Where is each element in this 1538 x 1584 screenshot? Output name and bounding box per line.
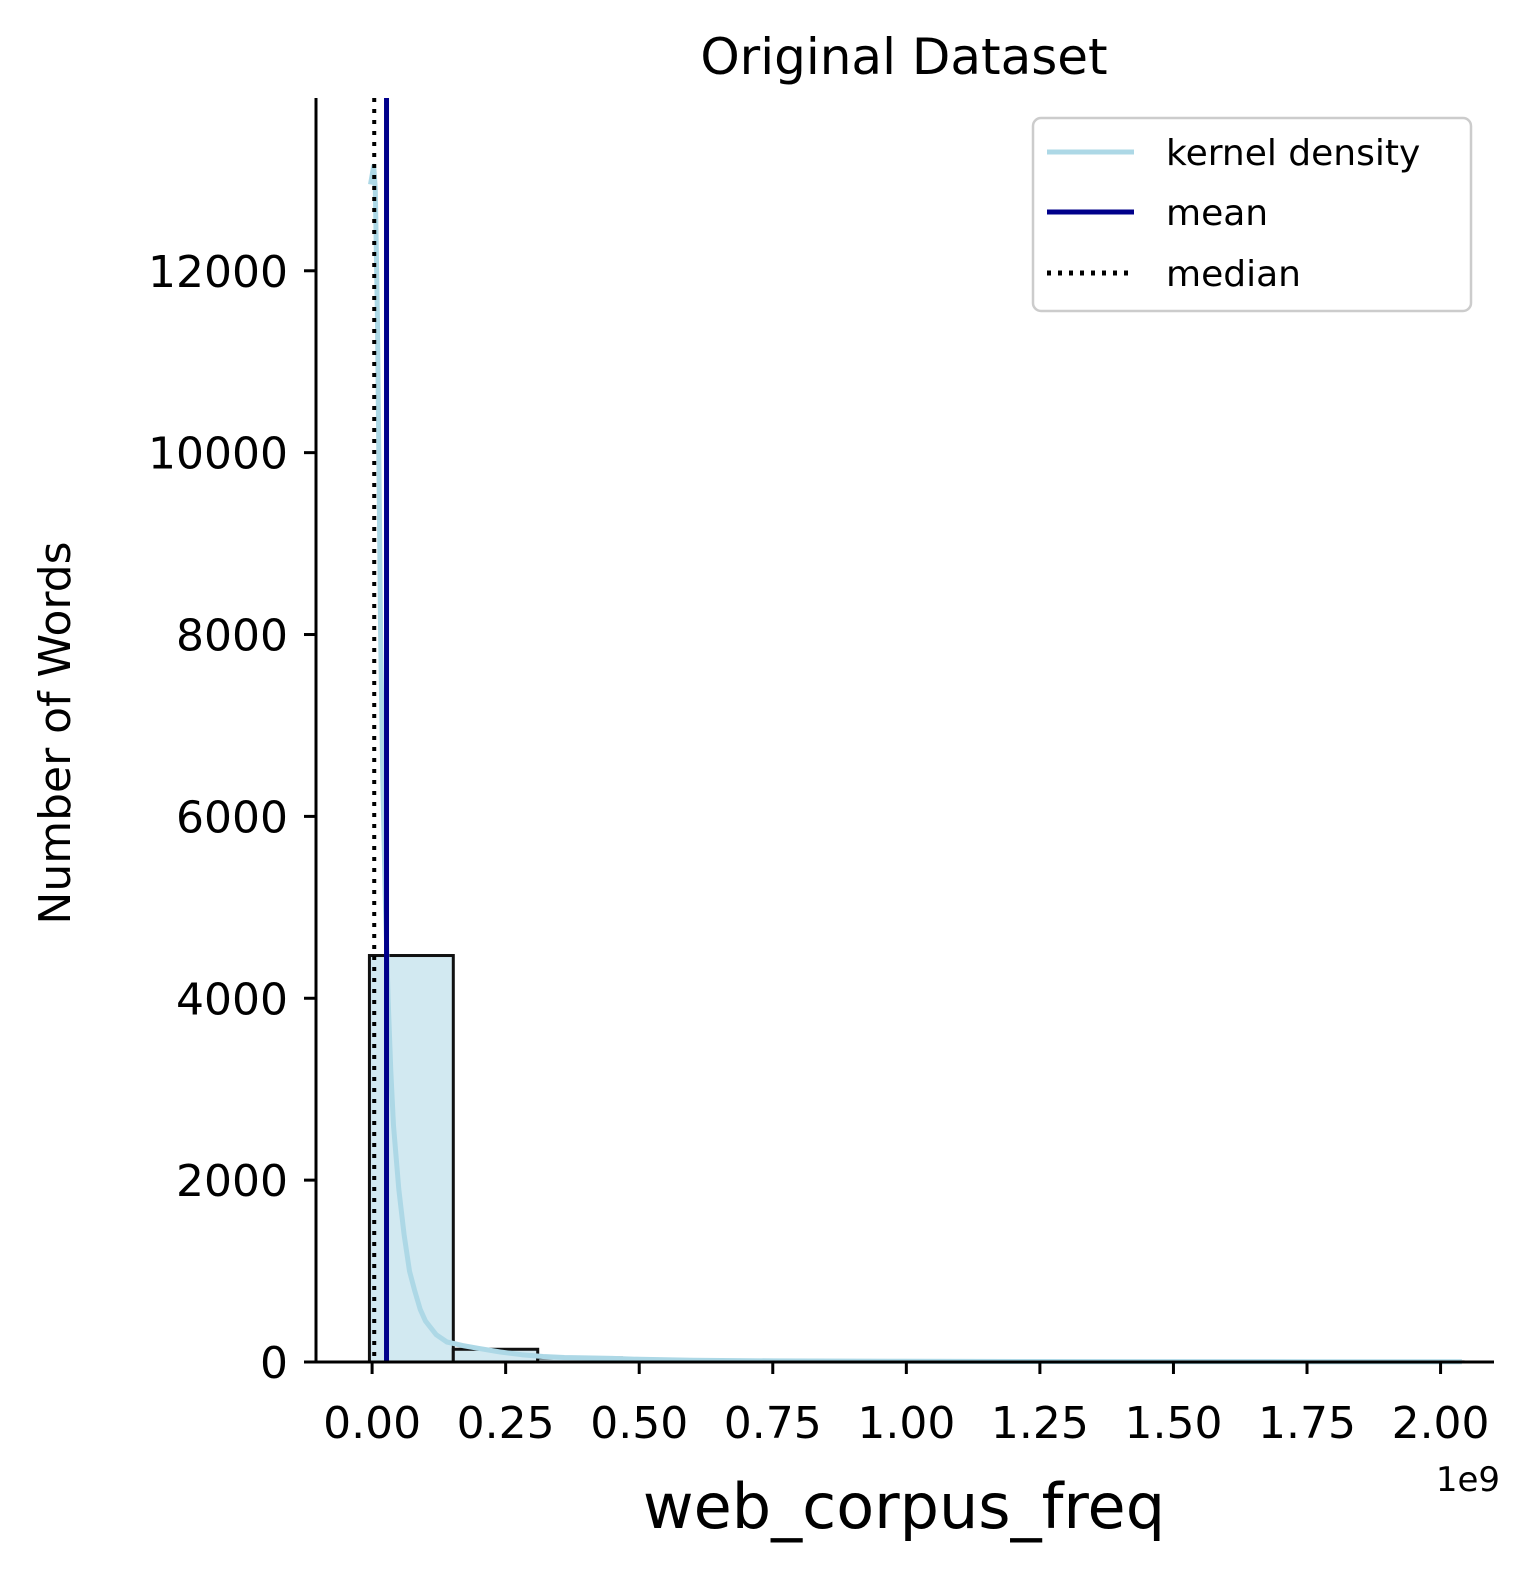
- bars-layer: [367, 954, 1465, 1364]
- y-tick-label-0: 0: [260, 1338, 288, 1389]
- x-tick-label-3: 0.75: [724, 1398, 822, 1449]
- legend-label-1: mean: [1166, 193, 1268, 234]
- y-tick-label-3: 6000: [176, 792, 288, 843]
- y-tick-label-2: 4000: [176, 974, 288, 1025]
- x-tick-label-7: 1.75: [1258, 1398, 1356, 1449]
- legend-label-0: kernel density: [1166, 133, 1420, 174]
- x-axis-label: web_corpus_freq: [643, 1470, 1165, 1543]
- legend-label-2: median: [1166, 254, 1301, 295]
- x-tick-label-8: 2.00: [1392, 1398, 1490, 1449]
- x-tick-label-6: 1.50: [1124, 1398, 1222, 1449]
- x-axis-offset-label: 1e9: [1436, 1460, 1500, 1500]
- legend-entries: kernel density mean median: [1047, 133, 1420, 295]
- chart-title: Original Dataset: [700, 28, 1107, 86]
- reference-lines-layer: [372, 98, 390, 1362]
- x-tick-label-2: 0.50: [590, 1398, 688, 1449]
- y-axis-label: Number of Words: [30, 541, 81, 924]
- y-tick-label-4: 8000: [176, 611, 288, 662]
- x-tick-label-0: 0.00: [323, 1398, 421, 1449]
- x-tick-label-5: 1.25: [991, 1398, 1089, 1449]
- y-tick-label-6: 12000: [148, 247, 288, 298]
- legend-frame: [1031, 116, 1473, 313]
- kde-curve: [368, 163, 1462, 1365]
- histogram-bar-0: [367, 954, 455, 1364]
- legend: kernel density mean median: [1031, 116, 1473, 313]
- kde-layer: [368, 163, 1462, 1365]
- y-tick-label-1: 2000: [176, 1156, 288, 1207]
- x-tick-label-4: 1.00: [857, 1398, 955, 1449]
- y-tick-label-5: 10000: [148, 429, 288, 480]
- ticks-layer: 0.00 0.25 0.50 0.75 1.00 1.25 1.50 1.75 2.00 0 200…: [148, 247, 1490, 1449]
- x-tick-label-1: 0.25: [457, 1398, 555, 1449]
